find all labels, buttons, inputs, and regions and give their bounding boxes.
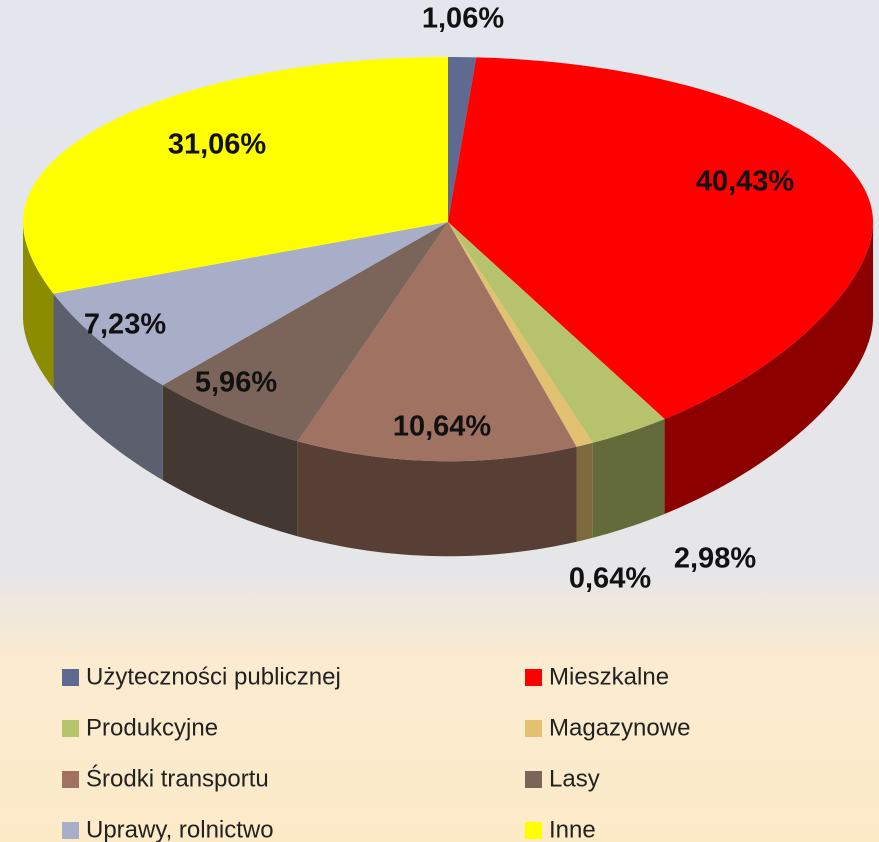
legend-swatch bbox=[525, 720, 542, 737]
data-label: 10,64% bbox=[393, 411, 492, 443]
pie-slice bbox=[297, 222, 577, 462]
pie-slice bbox=[448, 57, 873, 419]
pie-side bbox=[297, 441, 577, 557]
pie-side bbox=[53, 293, 163, 481]
data-label: 2,98% bbox=[674, 543, 756, 575]
legend-label: Lasy bbox=[549, 765, 600, 792]
pie-slice bbox=[448, 222, 593, 447]
legend-swatch bbox=[525, 669, 542, 686]
legend-swatch bbox=[62, 822, 79, 839]
legend-swatch bbox=[62, 771, 79, 788]
legend-label: Inne bbox=[549, 816, 596, 842]
data-label: 31,06% bbox=[168, 129, 267, 161]
legend-swatch bbox=[62, 669, 79, 686]
legend-label: Środki transportu bbox=[86, 764, 269, 792]
pie-side bbox=[592, 418, 665, 538]
legend-swatch bbox=[62, 720, 79, 737]
pie-side bbox=[23, 222, 54, 389]
legend-label: Produkcyjne bbox=[86, 714, 218, 741]
data-label: 5,96% bbox=[195, 367, 277, 399]
data-label: 40,43% bbox=[696, 166, 795, 198]
pie-slice bbox=[23, 57, 449, 294]
legend-swatch bbox=[525, 822, 542, 839]
pie-slice bbox=[448, 57, 477, 222]
pie-slice bbox=[53, 222, 448, 386]
pie-side bbox=[162, 385, 298, 537]
legend-label: Uprawy, rolnictwo bbox=[86, 816, 274, 842]
legend-swatch bbox=[525, 771, 542, 788]
data-label: 0,64% bbox=[569, 563, 651, 595]
pie-slice bbox=[448, 222, 665, 443]
pie-side bbox=[576, 442, 593, 542]
pie-slice bbox=[162, 222, 448, 442]
data-label: 7,23% bbox=[84, 309, 166, 341]
data-label: 1,06% bbox=[422, 3, 504, 35]
legend-label: Magazynowe bbox=[549, 714, 690, 741]
legend-label: Użyteczności publicznej bbox=[86, 663, 341, 690]
legend-label: Mieszkalne bbox=[549, 663, 669, 690]
pie-side bbox=[664, 222, 873, 514]
